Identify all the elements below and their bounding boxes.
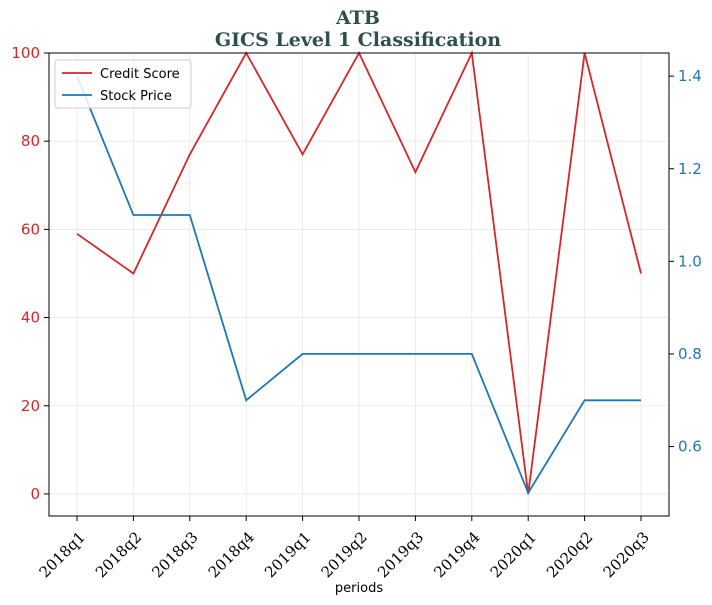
chart-title: ATB xyxy=(335,7,380,29)
series-line-stock-price xyxy=(76,75,641,495)
x-tick-label: 2018q1 xyxy=(36,528,89,581)
y-left-tick-label: 40 xyxy=(21,309,40,327)
y-right-tick-label: 0.6 xyxy=(678,438,702,456)
x-tick-label: 2018q4 xyxy=(205,528,258,581)
y-left-tick-label: 20 xyxy=(21,397,40,415)
x-tick-label: 2018q3 xyxy=(148,528,201,581)
legend: Credit Score Stock Price xyxy=(54,59,192,109)
legend-box xyxy=(54,59,192,109)
x-tick-label: 2020q3 xyxy=(600,528,653,581)
legend-label-credit-score: Credit Score xyxy=(100,67,180,82)
y-right-tick-label: 1.4 xyxy=(678,67,702,85)
y-left-tick-label: 80 xyxy=(21,132,40,150)
x-tick-label: 2020q2 xyxy=(543,528,596,581)
x-tick-label: 2019q2 xyxy=(318,528,371,581)
x-tick-label: 2020q1 xyxy=(487,528,540,581)
y-right-tick-label: 0.8 xyxy=(678,345,702,363)
y-right-tick-label: 1.2 xyxy=(678,160,702,178)
x-tick-label: 2019q4 xyxy=(430,528,483,581)
x-axis-label: periods xyxy=(335,581,383,596)
x-tick-label: 2018q2 xyxy=(92,528,145,581)
y-right-tick-label: 1.0 xyxy=(678,252,702,270)
legend-label-stock-price: Stock Price xyxy=(100,89,172,104)
y-left-tick-label: 0 xyxy=(30,485,40,503)
x-tick-label: 2019q1 xyxy=(261,528,314,581)
x-tick-label: 2019q3 xyxy=(374,528,427,581)
y-left-tick-label: 100 xyxy=(11,44,40,62)
chart-subtitle: GICS Level 1 Classification xyxy=(215,29,501,51)
y-left-tick-label: 60 xyxy=(21,220,40,238)
